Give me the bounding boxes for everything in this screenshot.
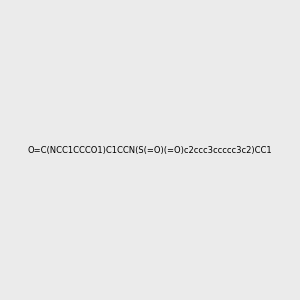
Text: O=C(NCC1CCCO1)C1CCN(S(=O)(=O)c2ccc3ccccc3c2)CC1: O=C(NCC1CCCO1)C1CCN(S(=O)(=O)c2ccc3ccccc… <box>28 146 272 154</box>
